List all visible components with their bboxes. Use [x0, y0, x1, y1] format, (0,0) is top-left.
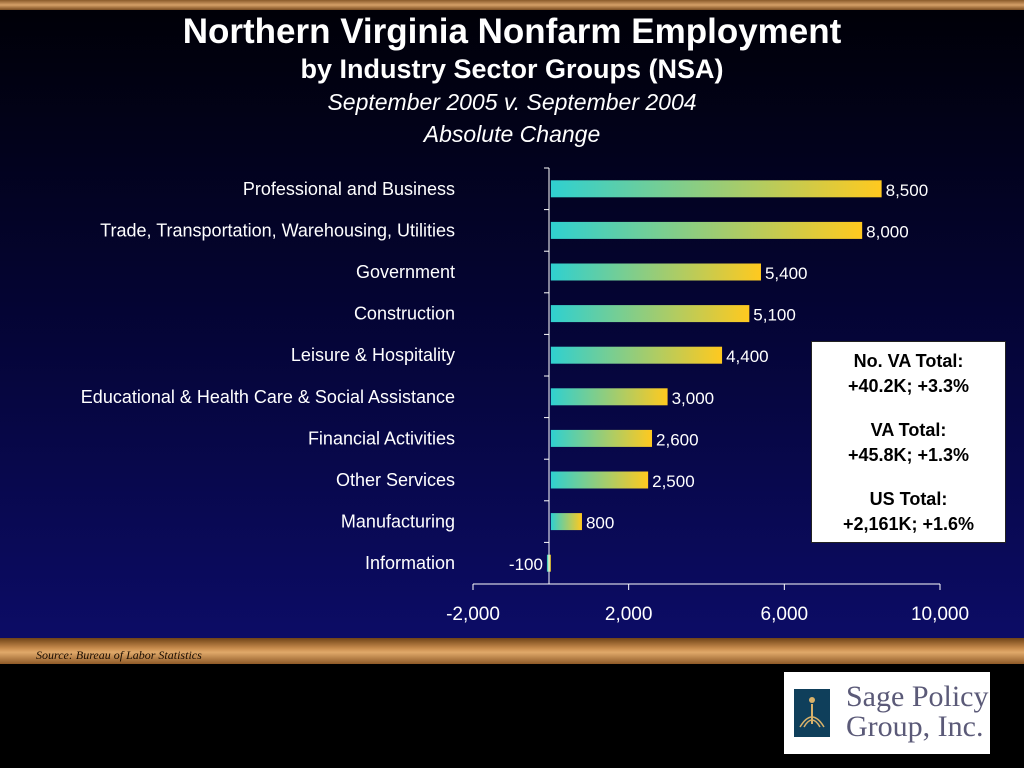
- callout-va-value: +45.8K; +1.3%: [847, 445, 970, 465]
- category-label: Leisure & Hospitality: [291, 345, 455, 365]
- category-label: Manufacturing: [341, 512, 455, 532]
- logo-text-line1: Sage Policy: [846, 680, 989, 713]
- callout-nova-label: No. VA Total:: [853, 351, 964, 371]
- category-label: Other Services: [336, 470, 455, 490]
- totals-callout: No. VA Total: +40.2K; +3.3% VA Total: +4…: [811, 341, 1006, 543]
- title-block: Northern Virginia Nonfarm Employment by …: [0, 12, 1024, 150]
- value-tick-label: -2,000: [446, 604, 500, 625]
- chart-subtitle: by Industry Sector Groups (NSA): [300, 54, 724, 84]
- callout-us-label: US Total:: [869, 489, 948, 509]
- value-tick-label: 6,000: [761, 604, 809, 625]
- bar: [550, 513, 582, 531]
- category-label: Government: [356, 262, 455, 282]
- chart-title: Northern Virginia Nonfarm Employment: [182, 12, 842, 51]
- bar: [550, 429, 653, 447]
- data-label: 2,500: [652, 472, 695, 491]
- footer-accent-bar: [0, 638, 1024, 664]
- data-label: -100: [509, 555, 543, 574]
- data-label: 8,500: [886, 181, 929, 200]
- bar-chart: Professional and Business 8,500 Trade, Tra…: [81, 167, 969, 625]
- data-label: 8,000: [866, 222, 909, 241]
- logo-mark-icon: [794, 689, 830, 737]
- callout-nova-total: No. VA Total: +40.2K; +3.3%: [812, 349, 1005, 399]
- callout-us-value: +2,161K; +1.6%: [842, 514, 975, 534]
- category-label: Financial Activities: [308, 428, 455, 448]
- bar: [550, 346, 723, 364]
- callout-va-total: VA Total: +45.8K; +1.3%: [812, 418, 1005, 468]
- data-label: 5,100: [753, 306, 796, 325]
- data-label: 4,400: [726, 347, 769, 366]
- logo-text: Sage Policy Group, Inc.: [846, 682, 989, 742]
- data-label: 5,400: [765, 264, 808, 283]
- value-tick-label: 2,000: [605, 604, 653, 625]
- bar: [550, 305, 750, 323]
- category-label: Trade, Transportation, Warehousing, Util…: [100, 220, 455, 240]
- bar: [550, 221, 863, 239]
- data-label: 3,000: [672, 389, 715, 408]
- bar: [550, 180, 882, 198]
- bar: [550, 263, 761, 281]
- logo-text-line2: Group, Inc.: [846, 710, 984, 743]
- category-label: Construction: [354, 304, 455, 324]
- callout-us-total: US Total: +2,161K; +1.6%: [812, 487, 1005, 537]
- callout-va-label: VA Total:: [870, 420, 947, 440]
- bar: [550, 388, 668, 406]
- callout-nova-value: +40.2K; +3.3%: [847, 376, 970, 396]
- data-label: 2,600: [656, 430, 699, 449]
- chart-measure: Absolute Change: [423, 121, 601, 147]
- category-label: Professional and Business: [243, 179, 455, 199]
- top-accent-bar: [0, 0, 1024, 10]
- category-label: Information: [365, 553, 455, 573]
- category-label: Educational & Health Care & Social Assis…: [81, 387, 455, 407]
- chart-period: September 2005 v. September 2004: [327, 89, 697, 115]
- bar: [550, 471, 649, 489]
- company-logo: Sage Policy Group, Inc.: [784, 672, 990, 754]
- data-label: 800: [586, 514, 614, 533]
- value-tick-label: 10,000: [911, 604, 969, 625]
- source-note: Source: Bureau of Labor Statistics: [36, 648, 202, 662]
